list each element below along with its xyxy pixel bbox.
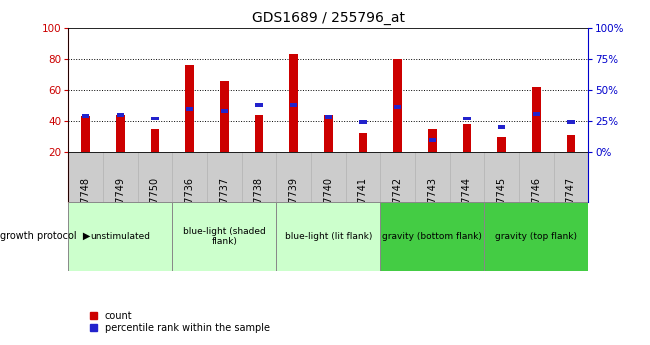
Bar — [185, 65, 194, 152]
Bar — [428, 129, 437, 152]
Bar — [82, 114, 89, 118]
Text: blue-light (lit flank): blue-light (lit flank) — [285, 232, 372, 241]
Bar — [255, 103, 263, 107]
Bar — [532, 87, 541, 152]
Bar — [415, 152, 450, 202]
Bar — [380, 202, 484, 271]
Bar — [450, 152, 484, 202]
Bar — [567, 135, 575, 152]
Bar — [359, 120, 367, 124]
Bar — [463, 124, 471, 152]
Bar — [207, 152, 242, 202]
Bar — [394, 105, 401, 109]
Bar — [428, 138, 436, 142]
Bar — [68, 202, 172, 271]
Bar — [242, 152, 276, 202]
Bar — [172, 202, 276, 271]
Bar — [290, 103, 297, 107]
Bar — [484, 152, 519, 202]
Text: gravity (top flank): gravity (top flank) — [495, 232, 577, 241]
Bar — [498, 125, 505, 129]
Bar — [276, 202, 380, 271]
Title: GDS1689 / 255796_at: GDS1689 / 255796_at — [252, 11, 405, 25]
Text: gravity (bottom flank): gravity (bottom flank) — [382, 232, 482, 241]
Bar — [220, 80, 229, 152]
Text: blue-light (shaded
flank): blue-light (shaded flank) — [183, 227, 266, 246]
Bar — [172, 152, 207, 202]
Bar — [68, 152, 103, 202]
Bar — [484, 202, 588, 271]
Bar — [497, 137, 506, 152]
Legend: count, percentile rank within the sample: count, percentile rank within the sample — [86, 307, 274, 337]
Bar — [393, 59, 402, 152]
Bar — [289, 54, 298, 152]
Bar — [151, 129, 159, 152]
Bar — [519, 152, 554, 202]
Bar — [81, 116, 90, 152]
Bar — [463, 117, 471, 120]
Bar — [220, 109, 228, 113]
Bar — [116, 113, 124, 117]
Bar — [68, 152, 588, 202]
Bar — [346, 152, 380, 202]
Bar — [276, 152, 311, 202]
Bar — [554, 152, 588, 202]
Text: growth protocol  ▶: growth protocol ▶ — [0, 231, 90, 241]
Bar — [359, 134, 367, 152]
Bar — [567, 120, 575, 124]
Bar — [255, 115, 263, 152]
Bar — [311, 152, 346, 202]
Text: unstimulated: unstimulated — [90, 232, 150, 241]
Bar — [103, 152, 138, 202]
Bar — [324, 115, 332, 119]
Bar — [380, 152, 415, 202]
Bar — [138, 152, 172, 202]
Bar — [116, 115, 125, 152]
Bar — [186, 107, 193, 110]
Bar — [532, 111, 540, 116]
Bar — [151, 117, 159, 120]
Bar — [324, 115, 333, 152]
